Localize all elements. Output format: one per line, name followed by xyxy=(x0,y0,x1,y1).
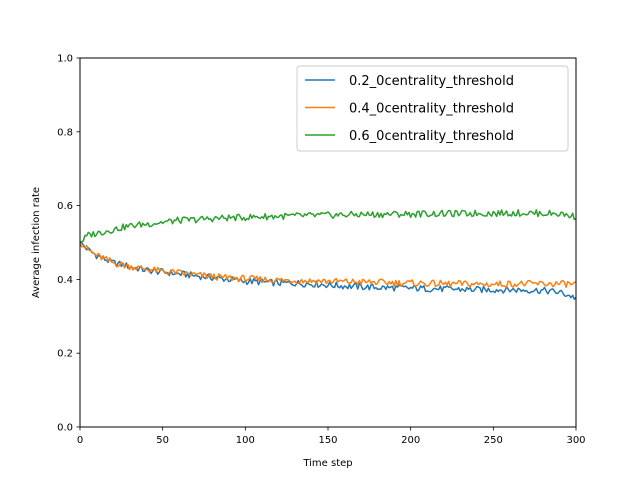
y-tick-label: 0.6 xyxy=(57,201,73,212)
x-tick-label: 300 xyxy=(566,435,585,446)
series-line-1 xyxy=(79,241,577,300)
x-tick-label: 50 xyxy=(156,435,169,446)
series-line-3 xyxy=(79,209,577,244)
y-tick-label: 0.0 xyxy=(57,423,73,434)
y-tick-label: 0.8 xyxy=(57,127,73,138)
y-axis-label: Average infection rate xyxy=(31,187,42,298)
plot-area: 0 50 100 150 200 250 300 0.0 0.2 0.4 0.6 0.8 1.0 xyxy=(57,54,585,447)
y-tick-label: 0.2 xyxy=(57,349,73,360)
y-tick-label: 1.0 xyxy=(57,54,73,65)
y-tick-label: 0.4 xyxy=(57,275,73,286)
series-line-2 xyxy=(79,242,577,289)
x-tick-label: 150 xyxy=(318,435,337,446)
x-axis-label: Time step xyxy=(302,458,352,469)
x-tick-label: 200 xyxy=(401,435,420,446)
legend-label-1: 0.2_0centrality_threshold xyxy=(349,74,514,89)
x-tick-label: 0 xyxy=(77,435,83,446)
legend-label-2: 0.4_0centrality_threshold xyxy=(349,102,514,117)
legend: 0.2_0centrality_threshold 0.4_0centrality… xyxy=(296,65,569,152)
x-tick-label: 100 xyxy=(236,435,255,446)
legend-box xyxy=(296,65,569,152)
legend-label-3: 0.6_0centrality_threshold xyxy=(349,129,514,144)
x-tick-label: 250 xyxy=(484,435,503,446)
